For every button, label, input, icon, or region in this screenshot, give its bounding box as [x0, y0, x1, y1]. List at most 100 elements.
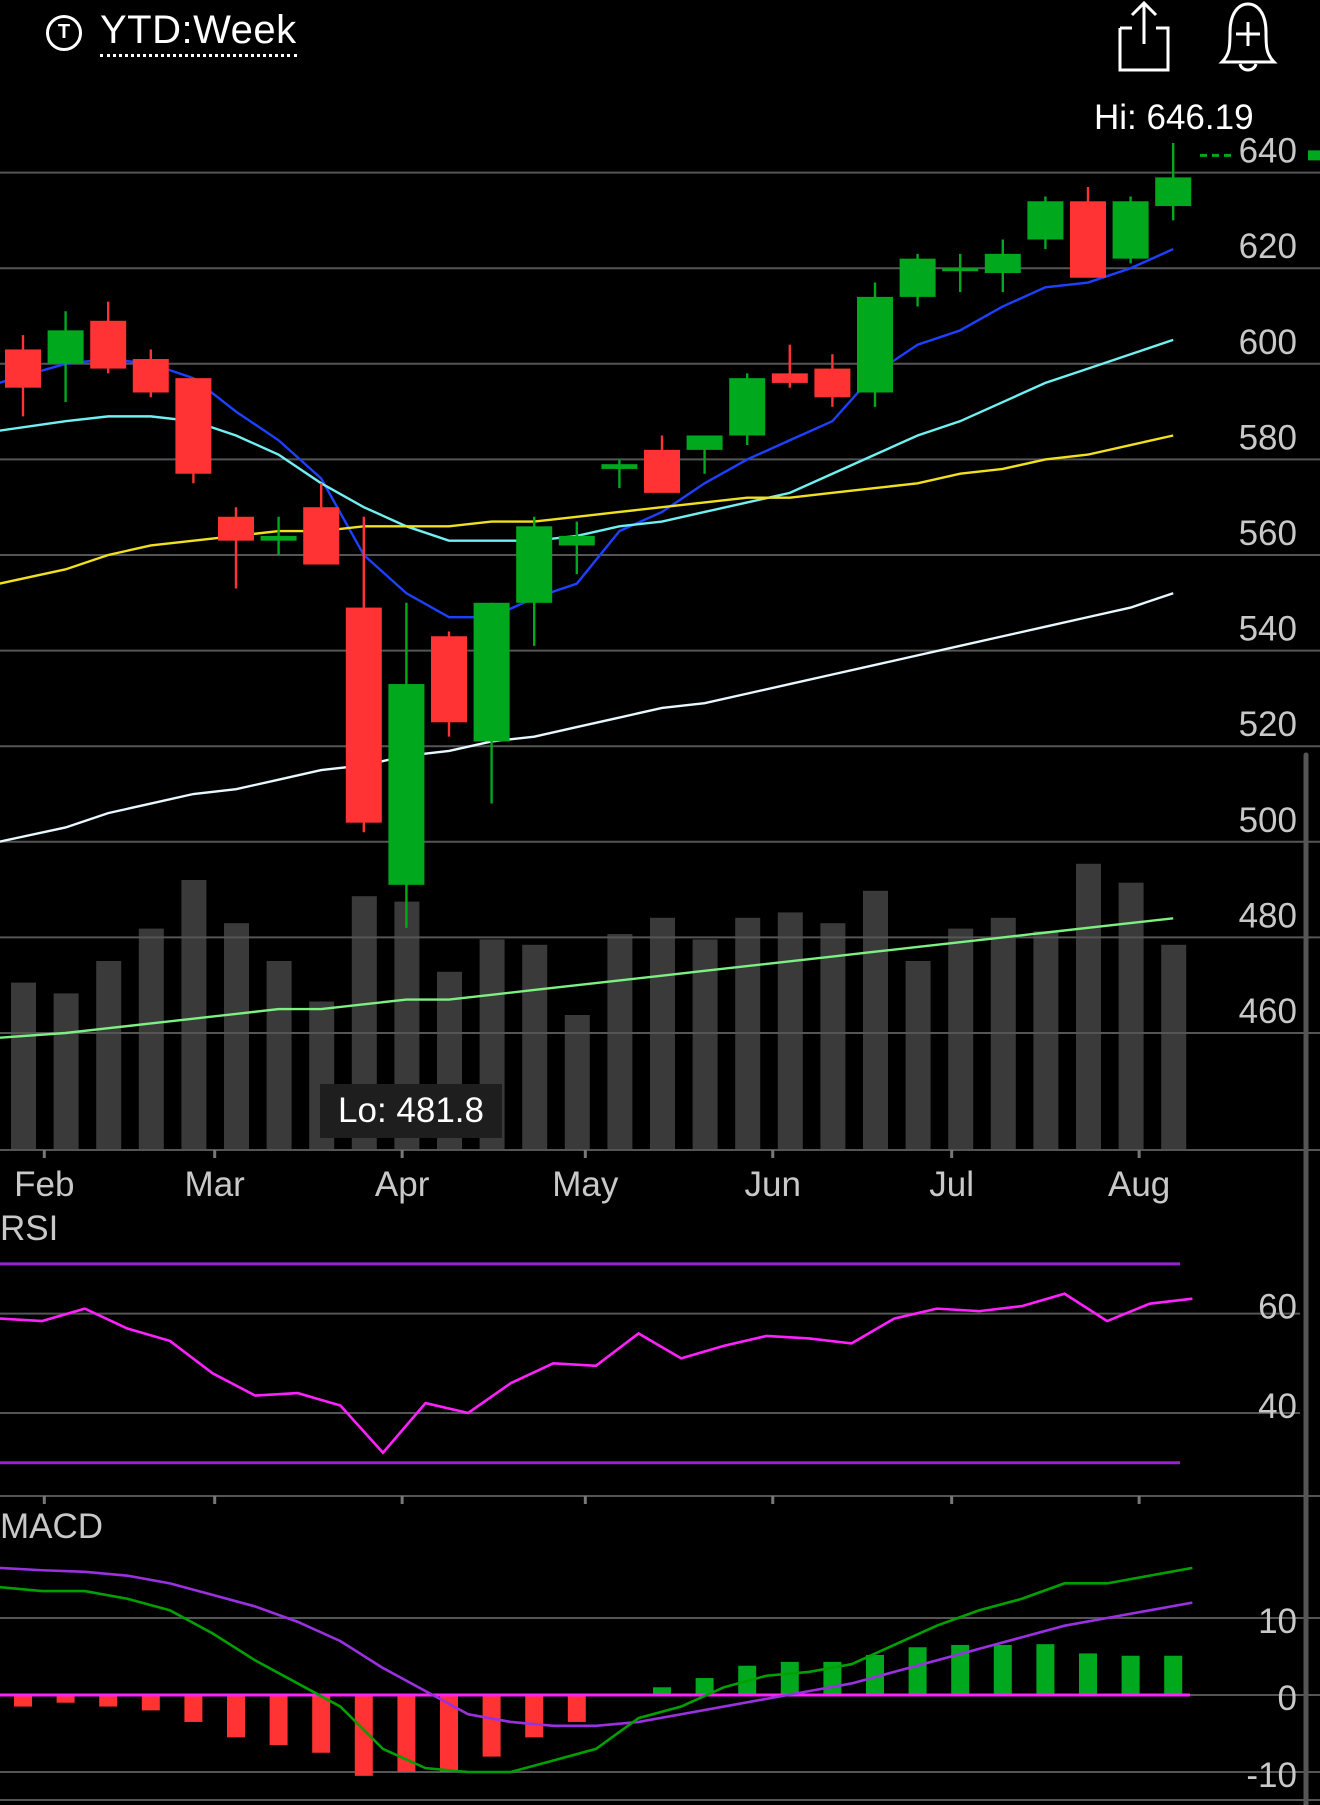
price-tick-label: 460 [1239, 992, 1297, 1031]
ticker-badge-icon: T [46, 14, 82, 51]
timeframe-title: YTD:Week [100, 8, 297, 57]
macd-histogram-bar-down [269, 1695, 288, 1746]
volume-bar [266, 961, 292, 1150]
volume-bar [522, 944, 548, 1150]
volume-bar [96, 961, 122, 1150]
rsi-panel-label: RSI [0, 1209, 58, 1248]
volume-bar [138, 928, 164, 1150]
candle-body-up [388, 684, 425, 885]
macd-histogram-bar-up [908, 1647, 927, 1695]
price-tick-label: 620 [1239, 227, 1297, 266]
volume-bar [181, 880, 207, 1150]
candle-body-down [644, 449, 680, 493]
macd-histogram-bar-down [482, 1695, 501, 1757]
timeframe-selector[interactable]: T YTD:Week [46, 8, 297, 57]
volume-bar [1033, 931, 1059, 1150]
moving-average-line [0, 247, 1174, 619]
volume-bar [1076, 863, 1101, 1150]
candle-body-down [345, 607, 382, 823]
volume-bar [692, 939, 718, 1150]
x-tick-label: Jul [929, 1165, 974, 1204]
macd-histogram-bar-down [354, 1695, 373, 1776]
price-tick-label: 500 [1239, 801, 1297, 840]
candle-body-up [857, 296, 893, 393]
moving-average-line [0, 434, 1174, 585]
candle-body-down [1070, 201, 1106, 278]
x-tick-label: May [552, 1165, 619, 1204]
candle-body-down [175, 378, 212, 474]
price-tick-label: 520 [1239, 705, 1297, 744]
macd-tick-label: -10 [1246, 1756, 1297, 1795]
moving-average-line [0, 338, 1174, 542]
x-tick-label: Feb [14, 1165, 74, 1204]
price-tick-label: 580 [1239, 418, 1297, 457]
macd-line [0, 1566, 1193, 1774]
volume-bar [53, 993, 79, 1150]
rsi-line [0, 1292, 1193, 1455]
candle-body-up [729, 378, 766, 436]
moving-average-line [0, 592, 1174, 843]
candle-body-up [601, 464, 638, 469]
high-price-label: Hi: 646.19 [1094, 98, 1254, 137]
last-price-tag [1308, 150, 1320, 161]
candle-body-up [473, 602, 510, 742]
low-price-label: Lo: 481.8 [320, 1084, 502, 1138]
alert-add-icon [1218, 2, 1278, 72]
candle-body-up [260, 535, 297, 541]
share-icon [1118, 0, 1170, 72]
macd-tick-label: 10 [1258, 1602, 1297, 1641]
macd-histogram-bar-down [440, 1695, 458, 1772]
macd-histogram-bar-down [184, 1695, 203, 1722]
candle-body-down [814, 368, 851, 398]
price-tick-label: 560 [1239, 514, 1297, 553]
macd-histogram-bar-up [1036, 1644, 1055, 1695]
rsi-tick-label: 40 [1258, 1387, 1297, 1426]
x-tick-label: Mar [185, 1165, 246, 1204]
volume-bar [777, 912, 803, 1150]
candle-body-up [47, 330, 84, 364]
candle-body-up [899, 258, 936, 297]
macd-signal-line [0, 1566, 1193, 1728]
volume-bar [564, 1015, 590, 1150]
candle-body-up [1112, 201, 1149, 259]
candle-body-down [132, 359, 169, 393]
macd-histogram-bar-down [99, 1695, 118, 1707]
candle-body-down [431, 636, 467, 723]
volume-bar [1118, 882, 1144, 1150]
alert-button[interactable] [1216, 0, 1280, 74]
volume-bar [948, 928, 974, 1150]
macd-histogram-bar-up [1164, 1655, 1183, 1695]
volume-bar [607, 934, 633, 1150]
volume-bar [863, 890, 888, 1150]
macd-histogram-bar-down [397, 1695, 416, 1772]
macd-histogram-bar-up [866, 1654, 884, 1695]
candle-body-down [218, 516, 254, 541]
macd-histogram-bar-up [1079, 1653, 1097, 1695]
price-tick-label: 640 [1239, 132, 1297, 171]
rsi-tick-label: 60 [1258, 1288, 1297, 1327]
volume-bar [224, 923, 249, 1150]
candle-body-up [1155, 177, 1192, 207]
price-tick-label: 540 [1239, 610, 1297, 649]
candle-body-up [1027, 201, 1064, 240]
candle-body-up [558, 535, 595, 546]
candle-body-up [516, 526, 553, 603]
volume-bar [1161, 944, 1187, 1150]
macd-histogram-bar-up [993, 1644, 1012, 1695]
macd-tick-label: 0 [1278, 1679, 1297, 1718]
macd-histogram-bar-up [780, 1661, 799, 1695]
x-tick-label: Apr [375, 1165, 430, 1204]
macd-histogram-bar-down [14, 1695, 32, 1707]
macd-histogram-bar-down [56, 1695, 75, 1703]
macd-histogram-bar-down [567, 1695, 586, 1722]
macd-histogram-bar-up [951, 1644, 970, 1695]
price-tick-label: 600 [1239, 323, 1297, 362]
macd-histogram-bar-up [695, 1678, 714, 1695]
share-button[interactable] [1112, 0, 1176, 74]
macd-histogram-bar-down [227, 1695, 245, 1738]
price-tick-label: 480 [1239, 896, 1297, 935]
candle-body-up [686, 435, 723, 450]
volume-bar [820, 923, 846, 1150]
volume-bar [905, 961, 931, 1150]
